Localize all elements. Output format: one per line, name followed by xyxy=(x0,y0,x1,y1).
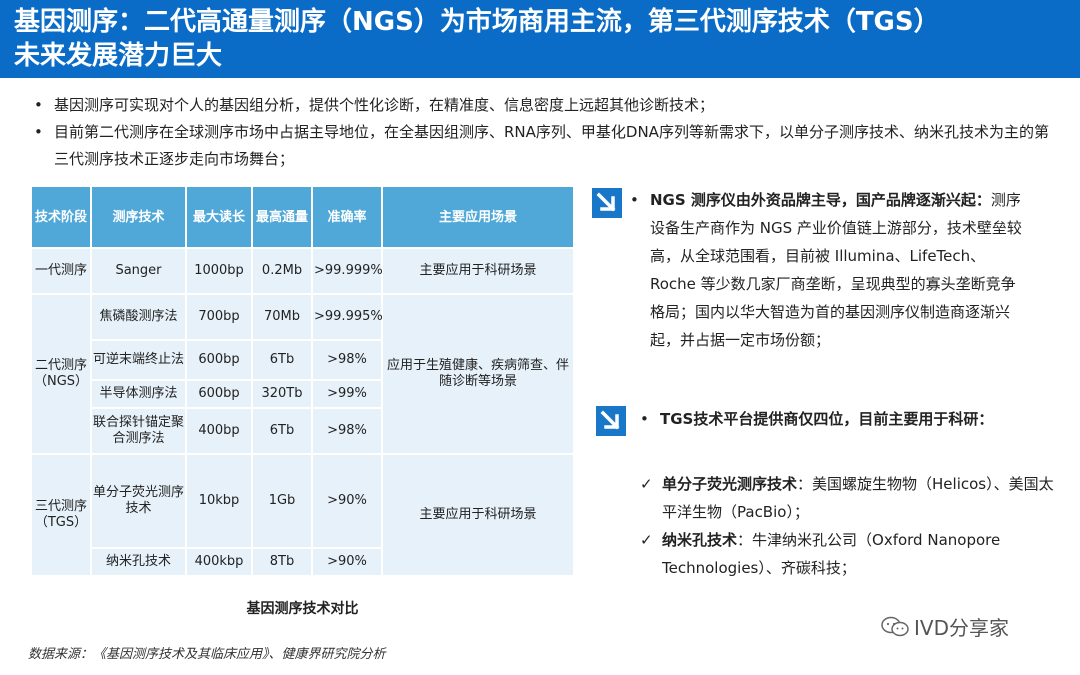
table-row: 三代测序（TGS） 单分子荧光测序技术 10kbp 1Gb >90% 主要应用于… xyxy=(32,455,573,575)
tgs-providers-list: 单分子荧光测序技术：美国螺旋生物物（Helicos）、美国太平洋生物（PacBi… xyxy=(640,470,1060,582)
title-bar: 基因测序：二代高通量测序（NGS）为市场商用主流，第三代测序技术（TGS） 未来… xyxy=(0,0,1080,78)
sequencing-comparison-table: 技术阶段 测序技术 最大读长 最高通量 准确率 主要应用场景 一代测序 Sang… xyxy=(30,185,575,577)
watermark: IVD分享家 xyxy=(880,612,1009,641)
accuracy-cell: >99% xyxy=(313,381,381,407)
intro-bullet-1: 基因测序可实现对个人的基因组分析，提供个性化诊断，在精准度、信息密度上远超其他诊… xyxy=(30,92,1060,119)
provider-tech: 单分子荧光测序技术 xyxy=(662,475,798,493)
table-row: 纳米孔技术 400kbp 8Tb >90% xyxy=(32,549,573,575)
read-cell: 600bp xyxy=(187,341,251,379)
header-application: 主要应用场景 xyxy=(383,187,573,247)
accuracy-cell: >90% xyxy=(313,455,381,547)
list-item: 单分子荧光测序技术：美国螺旋生物物（Helicos）、美国太平洋生物（PacBi… xyxy=(640,470,1060,526)
header-read-length: 最大读长 xyxy=(187,187,251,247)
bullet-dot: • xyxy=(630,191,639,209)
list-item: 纳米孔技术：牛津纳米孔公司（Oxford Nanopore Technologi… xyxy=(640,526,1060,582)
throughput-cell: 6Tb xyxy=(253,409,311,453)
stage-cell: 二代测序（NGS） xyxy=(32,295,90,453)
throughput-cell: 1Gb xyxy=(253,455,311,547)
tech-cell: 联合探针锚定聚合测序法 xyxy=(92,409,185,453)
table-row: 一代测序 Sanger 1000bp 0.2Mb >99.999% 主要应用于科… xyxy=(32,249,573,293)
accuracy-cell: >98% xyxy=(313,341,381,379)
throughput-cell: 0.2Mb xyxy=(253,249,311,293)
header-tech: 测序技术 xyxy=(92,187,185,247)
tech-cell: 焦磷酸测序法 xyxy=(92,295,185,339)
table-row: 二代测序（NGS） 焦磷酸测序法 700bp 70Mb >99.995% 应用于… xyxy=(32,295,573,453)
table-row: 半导体测序法 600bp 320Tb >99% xyxy=(32,381,573,407)
accuracy-cell: >99.999% xyxy=(313,249,383,293)
application-cell: 应用于生殖健康、疾病筛查、伴随诊断等场景 xyxy=(383,295,573,453)
provider-names: ：牛津纳米孔公司（Oxford Nanopore Technologies）、齐… xyxy=(662,531,1001,577)
page-title-line2: 未来发展潜力巨大 xyxy=(14,41,223,71)
page-title-line1: 基因测序：二代高通量测序（NGS）为市场商用主流，第三代测序技术（TGS） xyxy=(14,7,940,37)
watermark-text: IVD分享家 xyxy=(914,616,1009,640)
table-row: 联合探针锚定聚合测序法 400bp 6Tb >98% xyxy=(32,409,573,453)
stage-cell: 三代测序（TGS） xyxy=(32,455,90,575)
read-cell: 400kbp xyxy=(187,549,251,575)
ngs-block: • NGS 测序仪由外资品牌主导，国产品牌逐渐兴起：测序设备生产商作为 NGS … xyxy=(630,186,1030,354)
application-cell: 主要应用于科研场景 xyxy=(383,455,573,575)
provider-names: ：美国螺旋生物物（Helicos）、美国太平洋生物（PacBio）； xyxy=(662,475,1054,521)
tech-cell: Sanger xyxy=(92,249,185,293)
data-source: 数据来源：《基因测序技术及其临床应用》、健康界研究院分析 xyxy=(28,647,386,662)
accuracy-cell: >99.995% xyxy=(313,295,383,339)
throughput-cell: 70Mb xyxy=(253,295,311,339)
application-cell: 主要应用于科研场景 xyxy=(383,249,573,293)
tech-cell: 可逆末端终止法 xyxy=(92,341,185,379)
intro-bullets: 基因测序可实现对个人的基因组分析，提供个性化诊断，在精准度、信息密度上远超其他诊… xyxy=(30,92,1060,173)
ngs-text: 测序设备生产商作为 NGS 产业价值链上游部分，技术壁垒较高，从全球范围看，目前… xyxy=(650,191,1022,349)
accuracy-cell: >98% xyxy=(313,409,381,453)
bullet-dot: • xyxy=(640,410,649,428)
wechat-icon xyxy=(881,616,909,636)
table-caption: 基因测序技术对比 xyxy=(246,601,359,617)
read-cell: 600bp xyxy=(187,381,251,407)
throughput-cell: 8Tb xyxy=(253,549,311,575)
read-cell: 10kbp xyxy=(187,455,251,547)
provider-tech: 纳米孔技术 xyxy=(662,531,738,549)
arrow-down-right-icon xyxy=(596,406,626,436)
table-header-row: 技术阶段 测序技术 最大读长 最高通量 准确率 主要应用场景 xyxy=(32,187,573,247)
read-cell: 1000bp xyxy=(187,249,251,293)
header-accuracy: 准确率 xyxy=(313,187,381,247)
table-row: 可逆末端终止法 600bp 6Tb >98% xyxy=(32,341,573,379)
header-throughput: 最高通量 xyxy=(253,187,311,247)
read-cell: 700bp xyxy=(187,295,251,339)
tgs-heading: TGS技术平台提供商仅四位，目前主要用于科研： xyxy=(660,410,994,428)
throughput-cell: 6Tb xyxy=(253,341,311,379)
stage-cell: 一代测序 xyxy=(32,249,90,293)
read-cell: 400bp xyxy=(187,409,251,453)
throughput-cell: 320Tb xyxy=(253,381,311,407)
accuracy-cell: >90% xyxy=(313,549,381,575)
tech-cell: 纳米孔技术 xyxy=(92,549,185,575)
ngs-heading: NGS 测序仪由外资品牌主导，国产品牌逐渐兴起： xyxy=(650,191,991,209)
header-stage: 技术阶段 xyxy=(32,187,90,247)
arrow-down-right-icon xyxy=(592,188,622,218)
tech-cell: 单分子荧光测序技术 xyxy=(92,455,185,547)
tech-cell: 半导体测序法 xyxy=(92,381,185,407)
tgs-block: • TGS技术平台提供商仅四位，目前主要用于科研： xyxy=(640,405,1020,433)
intro-bullet-2: 目前第二代测序在全球测序市场中占据主导地位，在全基因组测序、RNA序列、甲基化D… xyxy=(30,119,1060,173)
